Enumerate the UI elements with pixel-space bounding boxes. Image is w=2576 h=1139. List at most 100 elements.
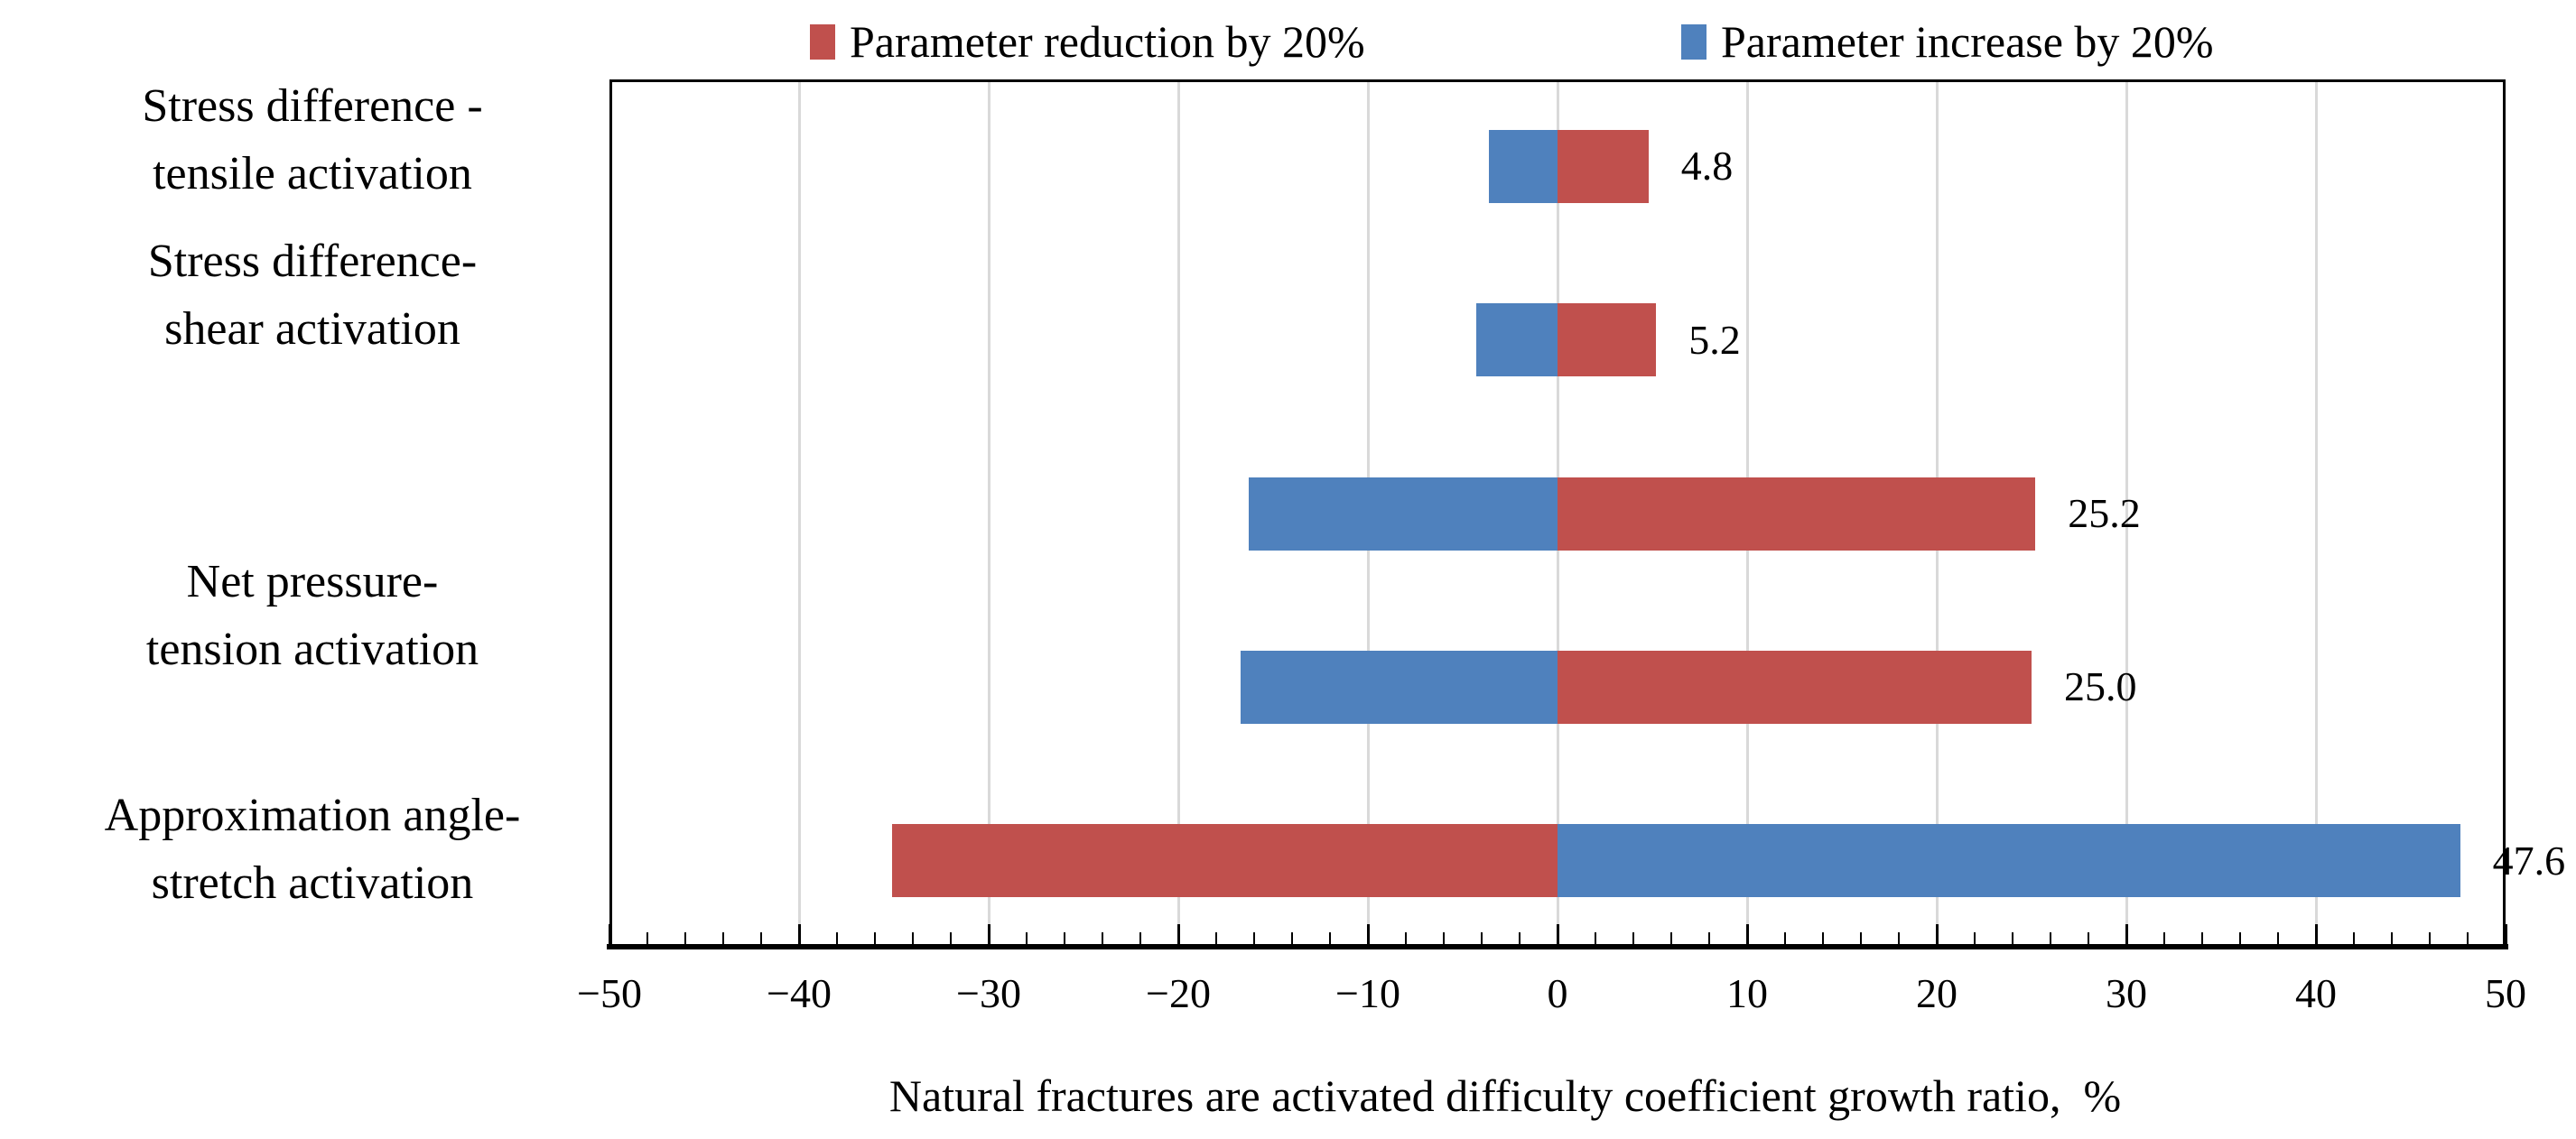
x-tick-label-50: 50 [2485,970,2526,1016]
legend-item-reduction: Parameter reduction by 20% [810,16,1365,67]
major-tick-x-20 [1935,924,1939,948]
bar-increase-row4[interactable] [1241,650,1558,724]
value-label-positive-row2: 5.2 [1688,316,1741,363]
legend-label-reduction: Parameter reduction by 20% [850,16,1365,67]
x-tick-label-40: 40 [2295,970,2337,1016]
major-tick-x-0 [1556,924,1559,948]
category-label-line: Net pressure- [186,556,439,607]
major-tick-x-30 [2125,924,2128,948]
category-label-line: tensile activation [153,148,472,199]
minor-tick-x-14 [1822,932,1824,948]
bar-reduction-row1[interactable] [1558,129,1649,203]
minor-tick-x--38 [836,932,838,948]
minor-tick-x-6 [1670,932,1672,948]
x-tick-label--20: −20 [1146,970,1211,1016]
minor-tick-x--8 [1405,932,1407,948]
category-label-3: Net pressure-tension activation [0,548,625,683]
category-label-line: Stress difference- [147,236,478,287]
minor-tick-x-2 [1595,932,1596,948]
minor-tick-x--26 [1064,932,1065,948]
minor-tick-x-36 [2239,932,2241,948]
category-label-line: stretch activation [151,857,474,909]
minor-tick-x--14 [1291,932,1293,948]
major-tick-x-40 [2314,924,2318,948]
minor-tick-x--18 [1215,932,1217,948]
x-tick-label-0: 0 [1547,970,1568,1016]
minor-tick-x-46 [2429,932,2431,948]
x-tick-label--50: −50 [577,970,642,1016]
category-label-line: Approximation angle- [104,790,521,841]
minor-tick-x-38 [2277,932,2279,948]
value-label-positive-row1: 4.8 [1680,143,1734,190]
minor-tick-x-32 [2163,932,2165,948]
bar-increase-row1[interactable] [1489,129,1558,203]
x-tick-label-30: 30 [2106,970,2147,1016]
minor-tick-x--44 [722,932,724,948]
minor-tick-x--34 [912,932,914,948]
minor-tick-x-48 [2467,932,2469,948]
minor-tick-x-28 [2088,932,2089,948]
minor-tick-x--28 [1026,932,1028,948]
category-label-line: tension activation [145,624,479,675]
bar-increase-row3[interactable] [1248,477,1558,551]
minor-tick-x--22 [1139,932,1141,948]
major-tick-x-50 [2504,924,2507,948]
category-label-2: Stress difference-shear activation [0,227,625,363]
gridline-x-30 [2125,82,2128,945]
category-label-line: shear activation [164,303,460,355]
bar-reduction-row5[interactable] [891,824,1558,898]
minor-tick-x--2 [1519,932,1520,948]
minor-tick-x--24 [1102,932,1103,948]
value-label-positive-row4: 25.0 [2064,663,2137,710]
minor-tick-x-4 [1632,932,1634,948]
legend-swatch-increase-icon [1681,23,1706,60]
major-tick-x--30 [987,924,990,948]
category-label-1: Stress difference - tensile activation [0,72,625,208]
category-label-4: Approximation angle-stretch activation [0,782,625,917]
x-tick-label--30: −30 [956,970,1021,1016]
x-tick-label-10: 10 [1726,970,1768,1016]
x-axis-line [607,944,2508,949]
minor-tick-x-26 [2050,932,2051,948]
value-label-positive-row3: 25.2 [2068,490,2141,536]
minor-tick-x-18 [1898,932,1900,948]
minor-tick-x-24 [2012,932,2013,948]
minor-tick-x-8 [1708,932,1710,948]
x-tick-label-20: 20 [1916,970,1958,1016]
minor-tick-x--32 [950,932,952,948]
minor-tick-x--12 [1329,932,1331,948]
minor-tick-x--4 [1481,932,1483,948]
gridline-x--30 [987,82,990,945]
bar-increase-row5[interactable] [1558,824,2460,898]
category-label-line: Stress difference - [142,80,483,132]
major-tick-x--20 [1176,924,1180,948]
bar-increase-row2[interactable] [1475,303,1558,377]
minor-tick-x-22 [1974,932,1976,948]
minor-tick-x--16 [1253,932,1255,948]
bar-reduction-row4[interactable] [1558,650,2032,724]
minor-tick-x-42 [2353,932,2355,948]
major-tick-x--10 [1366,924,1370,948]
x-tick-label--40: −40 [767,970,832,1016]
legend-swatch-reduction-icon [810,23,835,60]
minor-tick-x--36 [874,932,876,948]
bar-reduction-row2[interactable] [1558,303,1657,377]
value-label-positive-row5: 47.6 [2492,837,2566,884]
minor-tick-x--46 [684,932,686,948]
legend-label-increase: Parameter increase by 20% [1721,16,2214,67]
minor-tick-x-12 [1784,932,1786,948]
minor-tick-x--42 [760,932,762,948]
gridline-x--40 [797,82,801,945]
x-axis-title: Natural fractures are activated difficul… [888,1070,2122,1121]
major-tick-x--40 [797,924,801,948]
minor-tick-x-34 [2201,932,2203,948]
minor-tick-x-16 [1860,932,1862,948]
minor-tick-x-44 [2391,932,2393,948]
major-tick-x-10 [1745,924,1749,948]
gridline-x-40 [2314,82,2318,945]
bar-reduction-row3[interactable] [1558,477,2036,551]
minor-tick-x--48 [646,932,648,948]
minor-tick-x--6 [1443,932,1445,948]
x-tick-label--10: −10 [1335,970,1400,1016]
